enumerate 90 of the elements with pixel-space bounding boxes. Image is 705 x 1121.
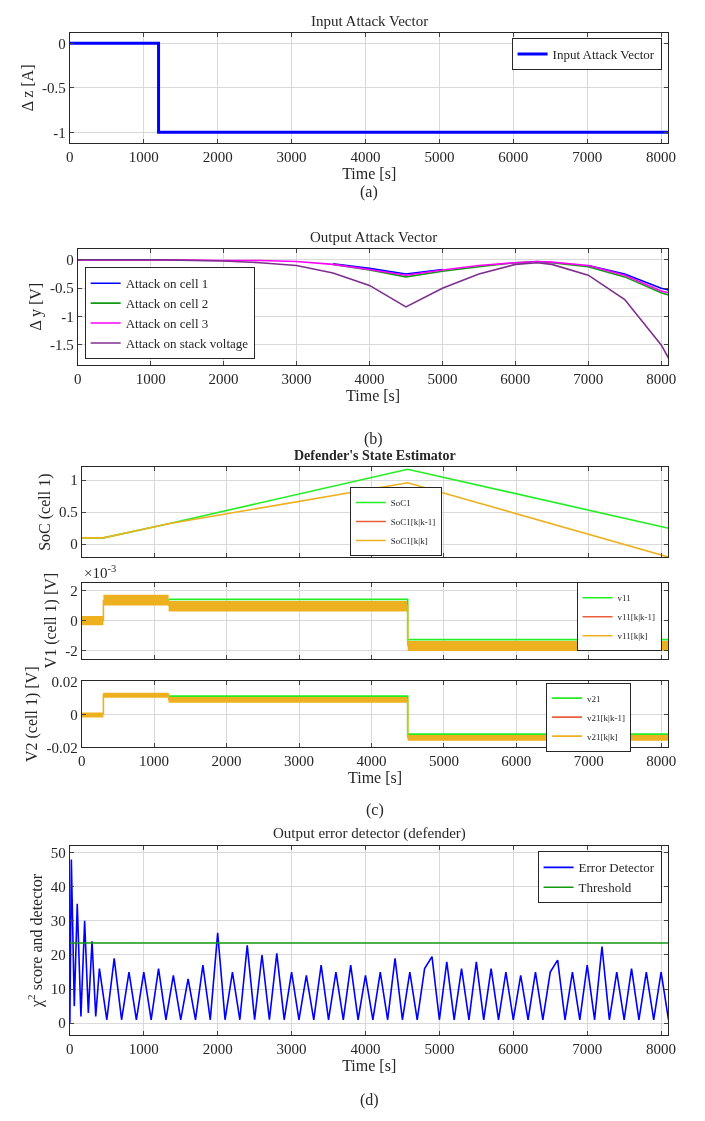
x-tick-label: 2000 [202,149,233,166]
legend-label: Input Attack Vector [552,47,655,63]
x-tick-label: 5000 [427,370,458,387]
y-axis-title: SoC (cell 1) [35,473,54,551]
x-tick-label: 8000 [646,1041,677,1058]
x-axis-title: Time [s] [346,386,401,404]
x-tick-label: 6000 [500,370,531,387]
y-tick-label: -2 [65,643,78,660]
chart-title: Output error detector (defender) [273,825,466,842]
y-tick-label: 0 [58,35,66,52]
legend-label: v21 [587,693,601,704]
x-tick-label: 1000 [135,370,166,387]
legend-label: SoC1[k|k] [390,535,428,546]
y-tick-label: 0 [58,1015,66,1032]
legend-label: v11[k|k] [617,631,648,642]
x-tick-label: 6000 [498,1041,529,1058]
chart-title: Defender's State Estimator [294,448,456,463]
text: (d) [360,1091,379,1109]
y-axis-title: Δ y [V] [26,282,45,331]
x-axis-title: Time [s] [342,1057,397,1075]
y-tick-label: 0 [70,612,78,629]
x-tick-label: 8000 [646,370,677,387]
x-tick-label: 7000 [573,753,604,770]
legend-label: SoC1 [390,497,411,508]
x-tick-label: 1000 [139,753,170,770]
legend-label: SoC1[k|k-1] [390,516,436,527]
legend-label: Threshold [578,880,632,896]
y-tick-label: 0 [66,252,74,269]
x-tick-label: 5000 [424,149,455,166]
x-tick-label: 7000 [572,149,603,166]
text: ×10$^{-3}$ [84,563,117,582]
y-tick-label: 0.5 [58,504,78,521]
x-tick-label: 2000 [208,370,239,387]
x-tick-label: 4000 [356,753,387,770]
text: (a) [360,183,378,201]
legend-label: Error Detector [578,860,655,876]
y-tick-label: 20 [50,947,66,964]
x-tick-label: 3000 [276,149,307,166]
chart-title: Output Attack Vector [310,229,438,245]
y-tick-label: -0.5 [42,80,66,97]
x-tick-label: 5000 [424,1041,455,1058]
y-tick-label: 30 [50,913,66,930]
text: (c) [366,801,384,819]
y-tick-label: -0.5 [49,280,74,297]
legend-label: Attack on cell 3 [125,316,209,332]
x-tick-label: 3000 [281,370,312,387]
legend-label: Attack on stack voltage [125,336,249,352]
y-axis-title: V2 (cell 1) [V] [23,666,42,763]
line-series [69,858,669,1024]
y-tick-label: 0 [70,536,78,553]
x-tick-label: 7000 [572,1041,603,1058]
legend-label: Attack on cell 2 [125,296,209,312]
x-tick-label: 4000 [350,1041,381,1058]
y-tick-label: -1.5 [49,337,74,354]
y-axis-title: V1 (cell 1) [V] [42,572,61,669]
chart-title: Input Attack Vector [311,13,429,29]
x-tick-label: 2000 [211,753,242,770]
x-tick-label: 6000 [501,753,532,770]
legend-label: v21[k|k-1] [587,712,625,723]
x-tick-label: 4000 [354,370,385,387]
x-tick-label: 6000 [498,149,529,166]
x-tick-label: 5000 [428,753,459,770]
x-tick-label: 8000 [646,753,677,770]
x-axis-title: Time [s] [348,769,403,787]
x-tick-label: 2000 [202,1041,233,1058]
y-tick-label: 1 [70,472,78,489]
y-tick-label: 40 [50,879,66,896]
text: (b) [364,430,383,448]
x-tick-label: 7000 [573,370,604,387]
legend-label: v11 [617,593,631,604]
y-tick-label: -1 [53,124,66,141]
y-tick-label: 2 [70,582,78,599]
x-tick-label: 3000 [284,753,315,770]
x-tick-label: 4000 [350,149,381,166]
y-tick-label: 10 [50,981,66,998]
x-tick-label: 3000 [276,1041,307,1058]
legend-label: v11[k|k-1] [617,612,656,623]
legend-label: v21[k|k] [587,731,618,742]
y-tick-label: 0.02 [51,673,78,690]
y-tick-label: -1 [61,308,74,325]
x-tick-label: 1000 [128,1041,159,1058]
y-tick-label: 0 [70,706,78,723]
x-tick-label: 8000 [646,149,677,166]
x-tick-label: 1000 [128,149,159,166]
y-tick-label: -0.02 [46,739,78,756]
y-tick-label: 50 [50,844,66,861]
x-axis-title: Time [s] [342,165,397,183]
legend-label: Attack on cell 1 [125,276,209,292]
line-series [81,481,669,558]
y-axis-title: Δ z [A] [19,64,37,112]
